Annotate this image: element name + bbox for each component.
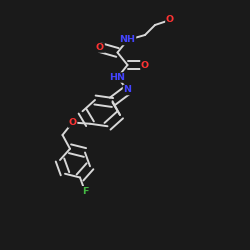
Text: O: O	[68, 118, 76, 127]
Text: O: O	[96, 43, 104, 52]
Text: N: N	[124, 86, 132, 94]
Text: O: O	[166, 16, 174, 24]
Text: HN: HN	[110, 73, 126, 82]
Text: F: F	[82, 187, 88, 196]
Text: O: O	[141, 60, 149, 70]
Text: NH: NH	[120, 36, 136, 44]
